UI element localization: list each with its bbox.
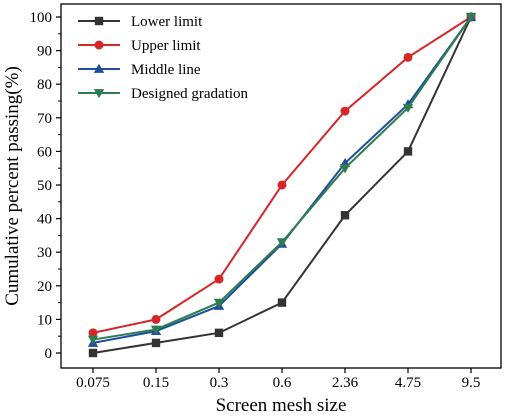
data-point — [403, 52, 413, 62]
y-axis-title: Cumulative percent passing(%) — [2, 66, 23, 306]
data-point — [214, 328, 224, 338]
data-point — [340, 106, 350, 116]
data-point — [339, 164, 351, 174]
data-point — [403, 147, 413, 156]
x-tick-label: 0.15 — [143, 375, 169, 391]
x-tick-label: 0.6 — [273, 375, 292, 391]
x-tick-label: 0.3 — [210, 375, 229, 391]
plot-area-frame — [60, 3, 502, 369]
legend-marker — [94, 40, 104, 50]
legend-item: Upper limit — [78, 38, 201, 54]
legend-item: Designed gradation — [78, 86, 249, 102]
data-point — [277, 180, 287, 190]
data-point — [151, 314, 161, 324]
x-tick-label: 4.75 — [395, 375, 421, 391]
y-tick-label: 30 — [37, 245, 52, 261]
x-tick-label: 0.075 — [76, 375, 110, 391]
y-tick-label: 80 — [37, 77, 52, 93]
x-axis-ticks: 0.075 0.15 0.3 0.6 2.36 4.75 9.5 — [76, 368, 480, 391]
data-point — [88, 348, 98, 358]
x-tick-label: 2.36 — [332, 375, 359, 391]
legend-marker — [94, 16, 104, 26]
legend-item: Middle line — [78, 62, 201, 78]
series-designed-gradation — [87, 13, 477, 345]
y-tick-label: 10 — [37, 312, 52, 328]
y-tick-label: 0 — [45, 346, 53, 362]
data-point — [151, 338, 161, 348]
legend-label: Middle line — [131, 62, 201, 78]
data-point — [150, 325, 162, 335]
legend-label: Lower limit — [131, 14, 203, 30]
legend-item: Lower limit — [78, 14, 203, 30]
y-tick-label: 70 — [37, 111, 52, 127]
data-point — [88, 328, 98, 338]
legend: Lower limit Upper limit Middle line Designe… — [78, 14, 249, 102]
legend-marker — [93, 63, 105, 73]
legend-label: Designed gradation — [131, 86, 249, 102]
legend-marker — [93, 89, 105, 99]
y-axis-ticks: 0 10 20 30 40 50 60 70 80 90 100 — [30, 10, 61, 362]
x-tick-label: 9.5 — [462, 375, 481, 391]
legend-label: Upper limit — [131, 38, 201, 54]
data-point — [465, 13, 477, 23]
data-point — [276, 238, 288, 248]
data-point — [214, 274, 224, 284]
data-point — [87, 335, 99, 345]
data-point — [213, 298, 225, 308]
y-tick-label: 90 — [37, 44, 52, 60]
data-point — [340, 211, 350, 220]
y-tick-label: 100 — [30, 10, 53, 26]
y-tick-label: 20 — [37, 279, 52, 295]
data-point — [402, 103, 414, 113]
y-tick-label: 60 — [37, 144, 52, 160]
y-tick-label: 50 — [37, 178, 52, 194]
x-axis-title: Screen mesh size — [216, 395, 347, 416]
y-tick-label: 40 — [37, 212, 52, 228]
data-point — [277, 298, 287, 307]
series-layer — [87, 11, 477, 358]
